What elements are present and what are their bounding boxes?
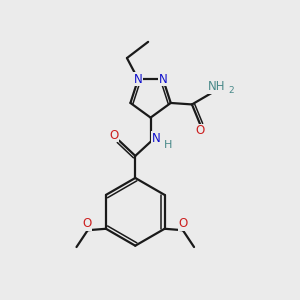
Text: N: N [134, 73, 142, 86]
Text: H: H [164, 140, 172, 150]
Text: N: N [159, 73, 167, 86]
Text: N: N [152, 132, 160, 145]
Text: NH: NH [208, 80, 225, 93]
Text: O: O [179, 217, 188, 230]
Text: O: O [82, 217, 92, 230]
Text: O: O [196, 124, 205, 137]
Text: 2: 2 [228, 86, 234, 95]
Text: O: O [109, 129, 119, 142]
